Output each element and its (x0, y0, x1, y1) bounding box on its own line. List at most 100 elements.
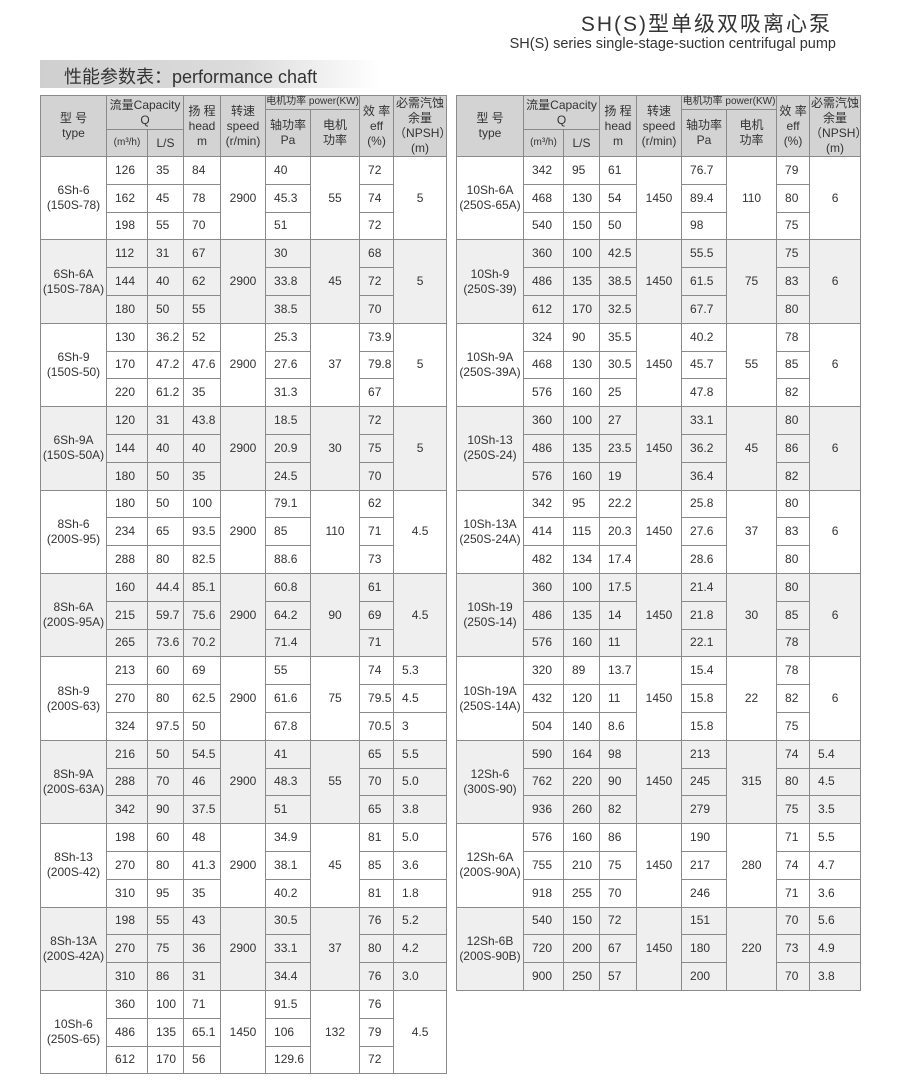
header-row: (m³/h) L/S (41, 129, 447, 157)
capacity-ls: 65 (146, 517, 185, 547)
capacity-m3h: 468 (523, 183, 564, 213)
motor-power: 30 (726, 572, 778, 658)
eff-value: 74 (776, 739, 811, 769)
header-row: (m³/h) L/S (457, 129, 861, 157)
shaft-power: 55 (265, 656, 312, 686)
header-eff: 效 率 eff (%) (776, 95, 811, 157)
head-value: 50 (183, 711, 222, 741)
head-value: 43.8 (183, 406, 222, 435)
capacity-m3h: 215 (106, 600, 148, 630)
speed-value: 2900 (220, 572, 267, 658)
shaft-power: 27.6 (265, 350, 312, 380)
npsh-value: 5.3 (393, 656, 448, 686)
shaft-power: 33.1 (265, 934, 312, 964)
capacity-ls: 150 (562, 906, 601, 936)
header-head: 扬 程 head m (599, 95, 638, 157)
table-row: 755 210 75 217 74 4.7 (457, 850, 862, 880)
npsh-value: 5.2 (393, 906, 448, 936)
shaft-power: 25.8 (681, 489, 728, 519)
head-value: 82.5 (183, 545, 222, 574)
head-value: 13.7 (599, 656, 638, 686)
shaft-power: 190 (681, 823, 728, 852)
npsh-value: 5.4 (809, 739, 862, 769)
eff-value: 67 (359, 378, 395, 408)
capacity-m3h: 130 (106, 322, 148, 352)
pump-type: 8Sh-9 (200S-63) (40, 656, 107, 741)
eff-value: 85 (776, 350, 811, 380)
shaft-power: 40 (265, 156, 312, 185)
capacity-m3h: 900 (523, 962, 564, 991)
table-row: 180 50 55 38.5 70 (41, 294, 447, 324)
eff-value: 73 (359, 545, 395, 574)
npsh-value: 3.6 (393, 850, 448, 880)
head-value: 85.1 (183, 572, 222, 602)
head-value: 54 (599, 183, 638, 213)
table-row: 310 95 35 40.2 81 1.8 (41, 878, 448, 908)
shaft-power: 30 (265, 239, 312, 269)
pump-type: 10Sh-13 (250S-24) (456, 406, 524, 491)
npsh-value: 6 (809, 155, 862, 241)
motor-power: 110 (310, 489, 361, 574)
capacity-m3h: 360 (106, 989, 148, 1019)
eff-value: 72 (359, 211, 395, 241)
table-row: 6Sh-6 (150S-78) 126 35 84 2900 40 55 72 5 (40, 155, 448, 241)
table-row: 486 135 14 21.8 85 (457, 600, 861, 630)
head-value: 93.5 (183, 517, 222, 547)
capacity-m3h: 540 (523, 211, 564, 241)
header-m3h: (m³/h) (523, 129, 564, 157)
table-row: 482 134 17.4 28.6 80 (457, 545, 861, 574)
capacity-m3h: 126 (106, 156, 148, 185)
eff-value: 70 (359, 767, 395, 797)
head-value: 70.2 (183, 628, 222, 658)
capacity-m3h: 504 (523, 711, 564, 741)
pump-type: 10Sh-19 (250S-14) (456, 572, 524, 658)
table-row: 12Sh-6 (300S-90) 590 164 98 1450 213 315 74 5.4 (456, 739, 862, 825)
capacity-ls: 89 (562, 656, 601, 686)
motor-power: 45 (726, 406, 778, 491)
capacity-m3h: 198 (106, 211, 148, 241)
shaft-power: 200 (681, 962, 728, 991)
head-value: 25 (599, 378, 638, 408)
shaft-power: 245 (681, 767, 728, 797)
head-value: 22.2 (599, 489, 638, 519)
header-speed: 转速 speed (r/min) (220, 95, 267, 157)
npsh-value: 6 (809, 239, 862, 324)
header-power: 电机功率 power(KW) (265, 95, 361, 110)
table-row: 10Sh-6A (250S-65A) 342 95 61 1450 76.7 110 79 6 (456, 155, 862, 241)
eff-value: 75 (359, 433, 395, 463)
pump-type: 6Sh-9A (150S-50A) (40, 406, 107, 491)
speed-value: 1450 (636, 906, 683, 991)
capacity-ls: 31 (146, 406, 185, 435)
npsh-value: 5.0 (393, 823, 448, 852)
speed-value: 1450 (636, 739, 683, 825)
shaft-power: 33.1 (681, 406, 728, 435)
shaft-power: 27.6 (681, 517, 728, 547)
head-value: 69 (183, 656, 222, 686)
table-row: 8Sh-9 (200S-63) 213 60 69 2900 55 75 74 5.3 (40, 656, 448, 741)
npsh-value: 5.6 (809, 906, 862, 936)
pump-type: 10Sh-9A (250S-39A) (456, 322, 524, 408)
capacity-ls: 61.2 (146, 378, 185, 408)
eff-value: 81 (359, 823, 395, 852)
speed-value: 1450 (636, 572, 683, 658)
eff-value: 75 (776, 795, 811, 825)
capacity-m3h: 120 (106, 406, 148, 435)
capacity-ls: 135 (562, 433, 601, 463)
capacity-ls: 150 (562, 211, 601, 241)
header-ls: L/S (562, 129, 601, 157)
table-row: 8Sh-6A (200S-95A) 160 44.4 85.1 2900 60.8 90 61… (40, 572, 448, 658)
head-value: 61 (599, 156, 638, 185)
table-row: 10Sh-19 (250S-14) 360 100 17.5 1450 21.4 30 80 6 (456, 572, 862, 658)
page-title-chinese: SH(S)型单级双吸离心泵 (580, 13, 832, 36)
header-shaft-power: 轴功率 Pa (265, 108, 312, 157)
header-motor-power: 电机 功率 (726, 108, 778, 157)
shaft-power: 40.2 (265, 878, 312, 908)
capacity-ls: 60 (146, 656, 185, 686)
eff-value: 80 (359, 934, 395, 964)
capacity-m3h: 755 (523, 850, 564, 880)
capacity-m3h: 762 (523, 767, 564, 797)
eff-value: 71 (776, 878, 811, 908)
header-npsh: 必需汽蚀 余量 （NPSH） (m) (809, 95, 868, 157)
speed-value: 2900 (220, 656, 267, 741)
head-value: 75.6 (183, 600, 222, 630)
